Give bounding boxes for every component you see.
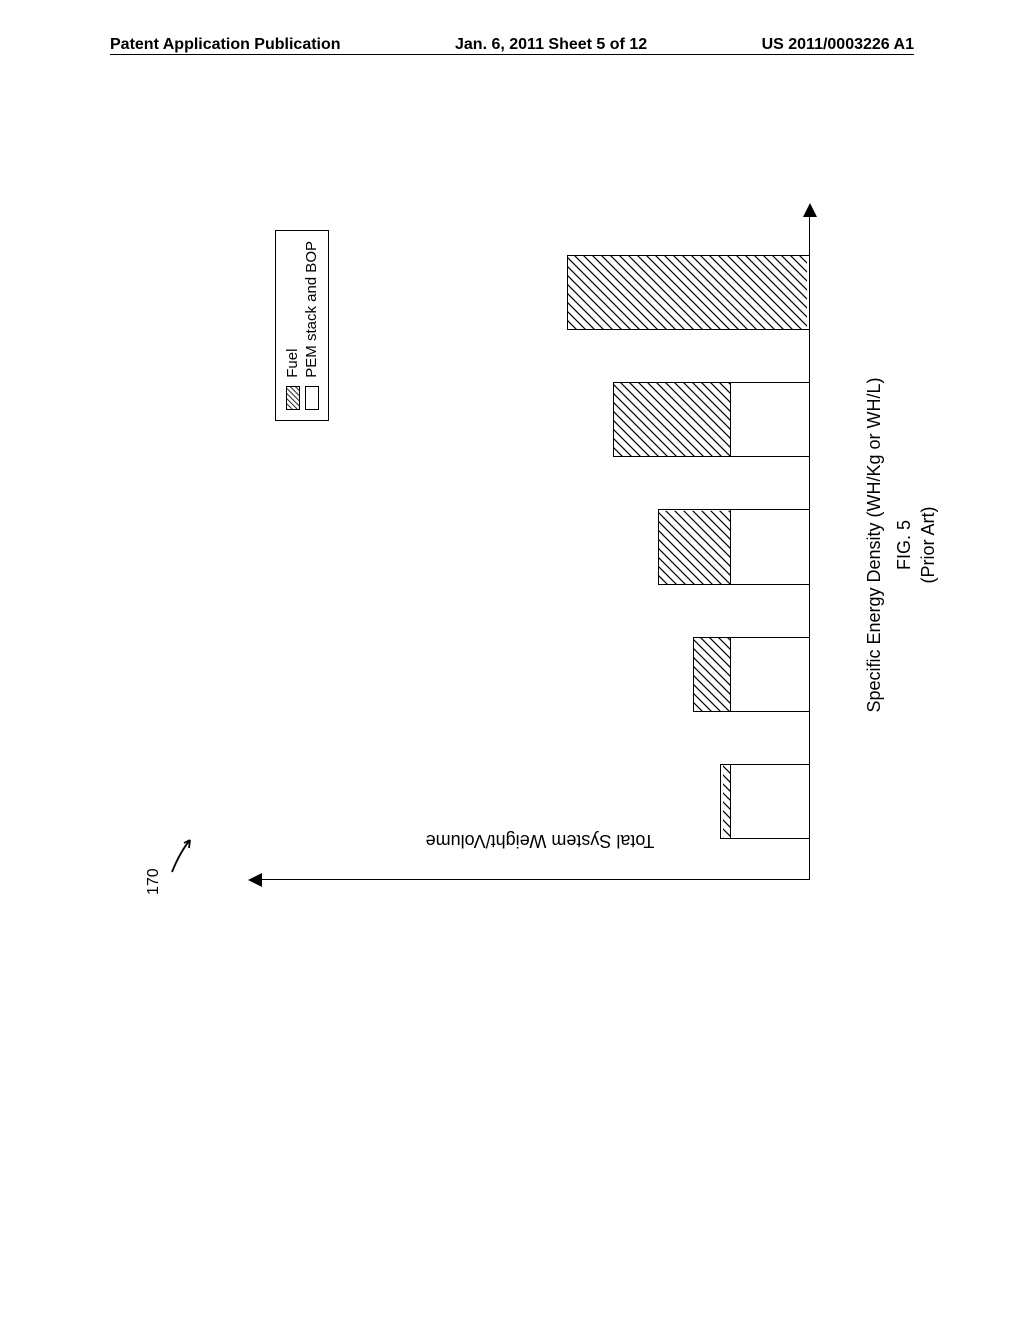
- legend-label-pem: PEM stack and BOP: [303, 241, 320, 378]
- chart-container: Total System Weight/Volume Specific Ener…: [230, 165, 850, 925]
- header-right: US 2011/0003226 A1: [762, 36, 914, 54]
- bar-fuel-segment: [658, 510, 731, 583]
- legend-swatch-pem: [305, 386, 319, 410]
- reference-arrow-icon: [168, 832, 198, 878]
- bars-group: [260, 215, 809, 879]
- header-rule: [110, 54, 914, 55]
- x-axis-label: Specific Energy Density (WH/Kg or WH/L): [864, 377, 885, 712]
- plot-area: [260, 215, 810, 880]
- figure-caption: FIG. 5 (Prior Art): [893, 506, 940, 583]
- header-center: Jan. 6, 2011 Sheet 5 of 12: [455, 36, 647, 54]
- bar-pem-segment: [807, 256, 809, 329]
- caption-line-2: (Prior Art): [917, 506, 940, 583]
- caption-line-1: FIG. 5: [893, 506, 916, 583]
- bar-1: [693, 637, 809, 712]
- bar-pem-segment: [731, 383, 809, 456]
- legend-item-pem: PEM stack and BOP: [303, 241, 320, 410]
- bar-3: [613, 382, 809, 457]
- bar-pem-segment: [731, 638, 809, 711]
- bar-pem-segment: [731, 510, 809, 583]
- bar-fuel-segment: [613, 383, 731, 456]
- bar-fuel-segment: [693, 638, 731, 711]
- legend-item-fuel: Fuel: [284, 241, 301, 410]
- figure-reference-number: 170: [145, 868, 163, 895]
- legend-swatch-fuel: [286, 386, 300, 410]
- bar-fuel-segment: [720, 765, 731, 838]
- bar-0: [720, 764, 809, 839]
- legend-label-fuel: Fuel: [284, 349, 301, 378]
- legend: Fuel PEM stack and BOP: [275, 230, 329, 421]
- bar-pem-segment: [731, 765, 809, 838]
- bar-fuel-segment: [567, 256, 807, 329]
- bar-4: [567, 255, 809, 330]
- bar-2: [658, 509, 809, 584]
- header-left: Patent Application Publication: [110, 36, 341, 54]
